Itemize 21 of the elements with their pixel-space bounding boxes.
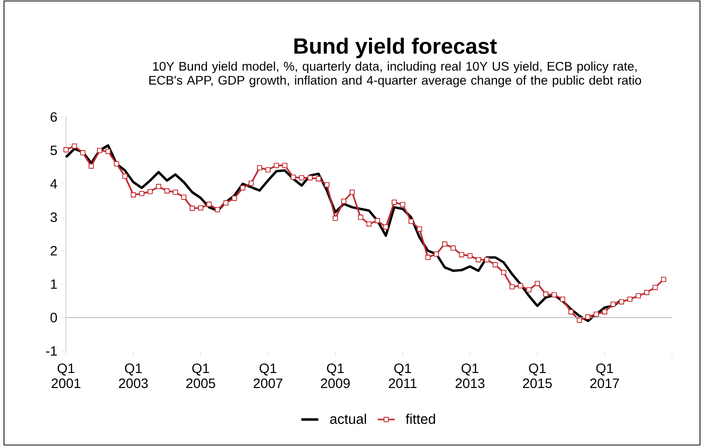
x-tick-label: Q1 2003 [118,364,148,388]
chart-subtitle: 10Y Bund yield model, %, quarterly data, including real 10Y US yield, ECB policy rate, ECB's APP, GDP growth, inflation and 4-quarter average change of the public debt ratio [149,62,642,88]
y-tick-label: 2 [50,246,57,256]
legend-label: actual [330,414,366,424]
legend-label: fitted [406,414,436,424]
x-tick-label: Q1 2013 [456,364,484,388]
x-tick-label: Q1 2011 [388,364,417,388]
y-tick-label: 3 [50,212,57,222]
x-tick-label: Q1 2017 [590,364,619,388]
x-tick-label: Q1 2009 [320,364,350,388]
y-tick-label: 6 [50,112,57,122]
y-tick-label: -1 [46,346,57,356]
x-tick-label: Q1 2005 [186,364,216,388]
x-tick-label: Q1 2001 [52,364,80,388]
y-tick-label: 0 [50,312,57,322]
y-tick-label: 4 [50,179,58,188]
y-tick-label: 1 [51,279,57,289]
y-tick-label: 5 [50,146,57,156]
chart-title: Bund yield forecast [294,38,497,58]
x-tick-label: Q1 2015 [522,364,552,388]
x-tick-label: Q1 2007 [254,364,282,388]
